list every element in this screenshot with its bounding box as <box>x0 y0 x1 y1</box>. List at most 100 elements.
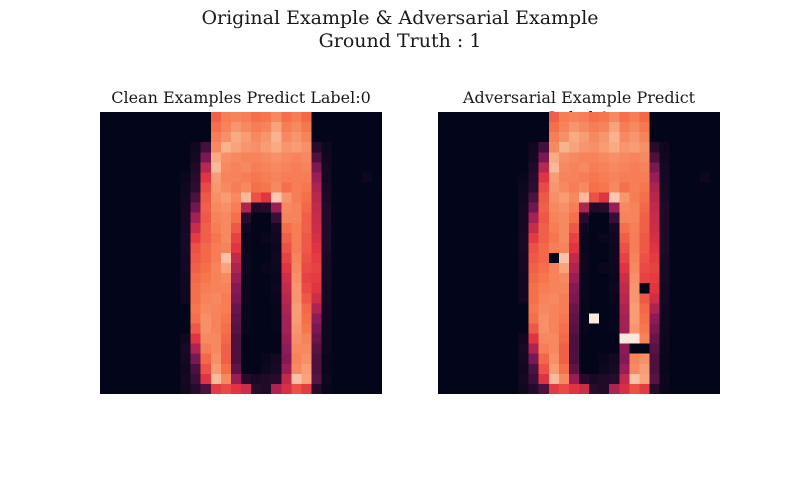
adversarial-cell-r9-c0 <box>438 202 449 213</box>
clean-cell-r10-c5 <box>150 212 161 223</box>
clean-cell-r22-c14 <box>241 333 252 344</box>
adversarial-cell-r1-c5 <box>488 122 499 133</box>
adversarial-cell-r2-c6 <box>498 132 509 143</box>
clean-cell-r8-c20 <box>301 192 312 203</box>
adversarial-cell-r13-c11 <box>548 242 560 254</box>
clean-cell-r27-c7 <box>170 383 181 394</box>
clean-cell-r20-c21 <box>311 313 322 324</box>
adversarial-cell-r5-c9 <box>528 162 539 173</box>
clean-cell-r12-c8 <box>180 232 191 244</box>
adversarial-cell-r7-c4 <box>478 182 489 193</box>
adversarial-cell-r14-c23 <box>669 253 680 264</box>
clean-cell-r6-c23 <box>331 172 342 183</box>
adversarial-cell-r19-c7 <box>508 303 519 314</box>
adversarial-cell-r1-c22 <box>659 122 670 133</box>
clean-cell-r20-c11 <box>210 313 222 324</box>
adversarial-cell-r8-c25 <box>689 192 701 203</box>
clean-cell-r3-c5 <box>150 142 161 153</box>
clean-cell-r8-c2 <box>120 192 131 203</box>
adversarial-cell-r26-c15 <box>589 373 600 385</box>
clean-cell-r22-c3 <box>130 333 141 344</box>
clean-cell-r17-c4 <box>140 283 151 294</box>
clean-cell-r1-c5 <box>150 122 161 133</box>
clean-cell-r5-c7 <box>170 162 181 173</box>
adversarial-cell-r16-c22 <box>659 273 670 284</box>
adversarial-cell-r3-c3 <box>468 142 479 153</box>
adversarial-cell-r6-c20 <box>639 172 650 183</box>
clean-cell-r9-c14 <box>241 202 252 213</box>
adversarial-cell-r4-c14 <box>579 152 590 163</box>
adversarial-cell-r22-c24 <box>679 333 690 344</box>
clean-cell-r13-c19 <box>291 242 302 254</box>
clean-cell-r1-c27 <box>371 122 382 133</box>
adversarial-cell-r16-c24 <box>679 273 690 284</box>
adversarial-cell-r21-c14 <box>579 323 590 334</box>
adversarial-cell-r25-c24 <box>679 363 690 375</box>
adversarial-cell-r4-c1 <box>448 152 459 163</box>
adversarial-cell-r22-c23 <box>669 333 680 344</box>
adversarial-cell-r20-c27 <box>709 313 720 324</box>
adversarial-cell-r5-c16 <box>599 162 610 173</box>
clean-cell-r2-c3 <box>130 132 141 143</box>
clean-cell-r6-c2 <box>120 172 131 183</box>
adversarial-cell-r26-c19 <box>629 373 640 385</box>
clean-panel-title: Clean Examples Predict Label:0 <box>111 88 371 107</box>
clean-cell-r25-c26 <box>361 363 373 375</box>
adversarial-cell-r17-c0 <box>438 283 449 294</box>
adversarial-cell-r21-c24 <box>679 323 690 334</box>
clean-cell-r20-c18 <box>281 313 292 324</box>
clean-cell-r1-c16 <box>261 122 272 133</box>
clean-cell-r6-c8 <box>180 172 191 183</box>
adversarial-cell-r6-c11 <box>548 172 560 183</box>
clean-cell-r23-c15 <box>251 343 262 354</box>
adversarial-cell-r8-c17 <box>609 192 620 203</box>
adversarial-cell-r10-c9 <box>528 212 539 223</box>
clean-cell-r3-c22 <box>321 142 332 153</box>
clean-cell-r8-c9 <box>190 192 201 203</box>
adversarial-cell-r25-c6 <box>498 363 509 375</box>
adversarial-cell-r19-c4 <box>478 303 489 314</box>
clean-cell-r12-c26 <box>361 232 373 244</box>
adversarial-cell-r6-c15 <box>589 172 600 183</box>
clean-cell-r10-c16 <box>261 212 272 223</box>
adversarial-cell-r21-c6 <box>498 323 509 334</box>
clean-cell-r0-c19 <box>291 112 302 123</box>
clean-cell-r3-c3 <box>130 142 141 153</box>
clean-cell-r17-c19 <box>291 283 302 294</box>
adversarial-cell-r13-c14 <box>579 242 590 254</box>
clean-cell-r5-c15 <box>251 162 262 173</box>
clean-cell-r1-c21 <box>311 122 322 133</box>
clean-cell-r7-c27 <box>371 182 382 193</box>
clean-cell-r12-c12 <box>220 232 232 244</box>
adversarial-cell-r19-c27 <box>709 303 720 314</box>
clean-cell-r22-c26 <box>361 333 373 344</box>
adversarial-cell-r20-c6 <box>498 313 509 324</box>
adversarial-cell-r18-c0 <box>438 293 449 304</box>
clean-cell-r19-c20 <box>301 303 312 314</box>
clean-cell-r24-c10 <box>200 353 211 364</box>
clean-cell-r22-c23 <box>331 333 342 344</box>
adversarial-cell-r9-c1 <box>448 202 459 213</box>
clean-cell-r6-c0 <box>100 172 111 183</box>
adversarial-cell-r22-c17 <box>609 333 620 344</box>
adversarial-cell-r20-c4 <box>478 313 489 324</box>
adversarial-cell-r7-c23 <box>669 182 680 193</box>
clean-cell-r3-c21 <box>311 142 322 153</box>
clean-cell-r18-c3 <box>130 293 141 304</box>
adversarial-cell-r17-c24 <box>679 283 690 294</box>
clean-cell-r17-c5 <box>150 283 161 294</box>
clean-cell-r18-c19 <box>291 293 302 304</box>
adversarial-cell-r6-c17 <box>609 172 620 183</box>
clean-cell-r12-c4 <box>140 232 151 244</box>
clean-cell-r8-c23 <box>331 192 342 203</box>
clean-cell-r24-c3 <box>130 353 141 364</box>
adversarial-cell-r27-c22 <box>659 383 670 394</box>
adversarial-cell-r14-c20 <box>639 253 650 264</box>
adversarial-cell-r26-c18 <box>619 373 630 385</box>
adversarial-cell-r18-c27 <box>709 293 720 304</box>
adversarial-cell-r1-c6 <box>498 122 509 133</box>
adversarial-cell-r16-c3 <box>468 273 479 284</box>
adversarial-cell-r4-c22 <box>659 152 670 163</box>
clean-cell-r18-c9 <box>190 293 201 304</box>
adversarial-cell-r3-c21 <box>649 142 660 153</box>
